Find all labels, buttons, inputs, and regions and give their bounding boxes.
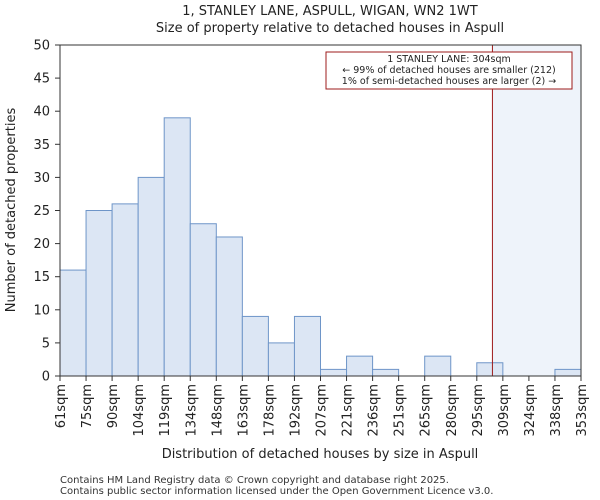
histogram-bar: [346, 355, 374, 377]
y-tick-label: 25: [33, 204, 50, 219]
x-tick-label: 207sqm: [315, 384, 330, 437]
x-tick-label: 148sqm: [210, 384, 225, 437]
footer-line-1: Contains HM Land Registry data © Crown c…: [60, 475, 449, 486]
histogram-bar: [293, 315, 322, 377]
histogram-bar: [554, 368, 582, 377]
histogram-bar: [476, 362, 504, 377]
chart-title: 1, STANLEY LANE, ASPULL, WIGAN, WN2 1WT: [182, 4, 478, 19]
histogram-bar: [137, 176, 165, 377]
histogram-bar: [372, 368, 400, 377]
x-tick-label: 280sqm: [445, 384, 460, 437]
annotation-line-3: 1% of semi-detached houses are larger (2…: [342, 76, 556, 87]
histogram-bar: [59, 269, 87, 377]
histogram-bar: [85, 210, 113, 377]
x-tick-label: 295sqm: [471, 384, 486, 437]
histogram-bar: [424, 355, 452, 377]
x-tick-label: 104sqm: [132, 384, 147, 437]
x-tick-label: 192sqm: [288, 384, 303, 437]
x-tick-label: 163sqm: [236, 384, 251, 437]
x-tick-label: 265sqm: [419, 384, 434, 437]
x-tick-label: 61sqm: [54, 384, 69, 428]
highlight-region: [492, 45, 581, 376]
x-tick-label: 90sqm: [106, 384, 121, 428]
annotation-line-1: 1 STANLEY LANE: 304sqm: [387, 54, 511, 65]
y-tick-label: 10: [33, 303, 50, 318]
annotation-box: 1 STANLEY LANE: 304sqm ← 99% of detached…: [325, 51, 573, 90]
x-tick-label: 353sqm: [575, 384, 590, 437]
x-tick-label: 236sqm: [367, 384, 382, 437]
x-tick-label: 251sqm: [393, 384, 408, 437]
y-tick-label: 40: [33, 105, 50, 120]
histogram-bar: [241, 315, 269, 377]
histogram-bar: [189, 223, 217, 377]
histogram-bar: [320, 368, 348, 377]
y-tick-label: 5: [42, 336, 50, 351]
chart-subtitle: Size of property relative to detached ho…: [156, 21, 504, 36]
y-tick-label: 15: [33, 270, 50, 285]
histogram-bar: [267, 342, 295, 377]
y-tick-label: 30: [33, 171, 50, 186]
x-tick-label: 324sqm: [523, 384, 538, 437]
y-axis-label: Number of detached properties: [4, 108, 19, 313]
histogram-bar: [215, 236, 243, 377]
x-tick-label: 134sqm: [184, 384, 199, 437]
y-tick-label: 45: [33, 72, 50, 87]
x-tick-label: 75sqm: [80, 384, 95, 428]
y-tick-label: 0: [42, 370, 50, 385]
x-tick-label: 178sqm: [262, 384, 277, 437]
y-tick-label: 35: [33, 138, 50, 153]
x-tick-label: 309sqm: [497, 384, 512, 437]
footer-line-2: Contains public sector information licen…: [60, 486, 493, 497]
y-tick-label: 50: [33, 39, 50, 54]
x-axis-label: Distribution of detached houses by size …: [162, 447, 479, 462]
x-tick-label: 119sqm: [158, 384, 173, 437]
y-tick-label: 20: [33, 237, 50, 252]
annotation-line-2: ← 99% of detached houses are smaller (21…: [342, 65, 555, 76]
x-tick-label: 221sqm: [341, 384, 356, 437]
histogram-bar: [163, 117, 191, 377]
histogram-bar: [111, 203, 139, 377]
x-tick-label: 338sqm: [549, 384, 564, 437]
